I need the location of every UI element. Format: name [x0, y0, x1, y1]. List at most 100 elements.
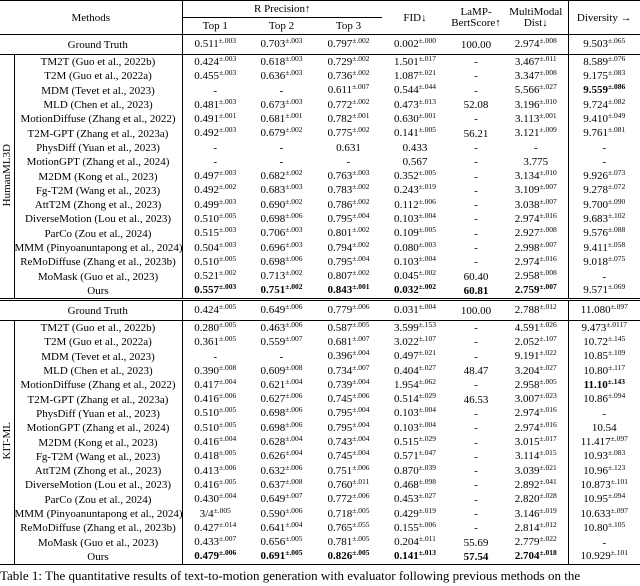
- value: 2.927: [514, 227, 540, 240]
- method-name: MotionDiffuse (Zhang et al., 2022): [20, 379, 176, 392]
- method-cell: DiverseMotion (Lou et al., 2023): [14, 478, 183, 493]
- std: ±.097: [610, 435, 628, 444]
- header-cell: Top 1: [182, 17, 248, 35]
- value-cell: 0.141±.005: [382, 126, 448, 140]
- method-row: MotionDiffuse (Zhang et al., 2022) 0.417±…: [0, 378, 640, 393]
- value: 3.022: [394, 335, 419, 348]
- std: ±.019: [418, 183, 437, 192]
- value: 0.691: [260, 550, 286, 563]
- value-cell: 0.772±.006: [315, 493, 382, 507]
- value: 0.280: [194, 321, 219, 334]
- method-row: M2DM (Kong et al., 2023) 0.497±.003 0.682±…: [0, 169, 640, 184]
- value: 3.015: [514, 436, 540, 449]
- std: ±.107: [539, 335, 557, 343]
- value-cell: 0.739±.004: [315, 378, 382, 392]
- std: ±.007: [539, 283, 557, 292]
- std: ±.029: [418, 435, 437, 444]
- value: 0.429: [394, 507, 419, 520]
- value: 2.892: [514, 478, 540, 491]
- method-row: MLD (Chen et al., 2023) 0.481±.003 0.673±.…: [0, 97, 640, 113]
- value: -: [602, 407, 607, 420]
- value-cell: 3.113±.001: [504, 112, 568, 126]
- value-cell: 3.146±.019: [504, 507, 568, 521]
- std: ±.006: [285, 421, 303, 429]
- value-cell: 0.696±.003: [248, 241, 315, 255]
- value: 2.958: [514, 378, 540, 391]
- value: 0.416: [194, 436, 219, 449]
- std: ±.029: [418, 392, 437, 401]
- value-cell: 2.052±.107: [504, 335, 568, 349]
- value-cell: -: [182, 141, 248, 155]
- value-cell: 46.53: [448, 393, 504, 407]
- method-row: MDM (Tevet et al., 2023) - -0.396±.004 0.49…: [0, 349, 640, 364]
- method-name: T2M-GPT (Zhang et al., 2023a): [27, 127, 169, 140]
- value-cell: 0.103±.004: [382, 255, 448, 269]
- value: -: [346, 156, 351, 169]
- value-cell: -: [182, 84, 248, 98]
- std: ±.153: [418, 320, 437, 329]
- value: -: [602, 141, 607, 154]
- bold-value: 2.704±.018: [515, 550, 557, 563]
- std: ±.012: [539, 302, 557, 312]
- value: -: [474, 56, 478, 69]
- value-cell: -: [248, 350, 315, 364]
- std: ±.005: [213, 506, 231, 515]
- value-cell: 0.510±.005: [182, 407, 248, 421]
- std: ±.003: [219, 97, 237, 106]
- value-cell: -: [567, 155, 640, 170]
- std: ±.097: [610, 506, 629, 515]
- value: 0.112: [394, 198, 419, 211]
- value: 10.929: [580, 550, 611, 563]
- value: 3.007: [514, 393, 540, 406]
- value: -: [474, 113, 478, 126]
- value-cell: 2.704±.018: [504, 549, 569, 566]
- value: 3.134: [514, 170, 540, 183]
- header-cell: R Precision↑: [182, 0, 383, 18]
- value-cell: 3.599±.153: [382, 321, 448, 336]
- std: ±.006: [219, 464, 237, 472]
- value: 2.820: [514, 493, 540, 506]
- std: ±.002: [352, 226, 370, 235]
- value-cell: 0.794±.002: [315, 241, 382, 255]
- method-cell: Ground Truth: [14, 34, 183, 55]
- bold-value: 0.479±.006: [194, 550, 236, 563]
- std: ±.021: [539, 464, 557, 472]
- value-cell: -: [448, 493, 504, 507]
- std: ±.011: [352, 478, 370, 486]
- value: 0.417: [194, 378, 219, 391]
- value: 0.734: [327, 364, 353, 377]
- std: ±.015: [539, 449, 557, 458]
- method-row: DiverseMotion (Lou et al., 2023) 0.510±.0…: [0, 212, 640, 227]
- value: 0.204: [394, 536, 419, 549]
- std: ±.010: [539, 97, 557, 106]
- value: 3.775: [523, 156, 549, 169]
- value: 9.700: [583, 198, 609, 211]
- value: 0.739: [327, 378, 353, 391]
- value-cell: 0.427±.014: [182, 521, 248, 535]
- value: 11.080: [580, 304, 611, 317]
- value: 0.424: [194, 304, 219, 317]
- method-name: MoMask (Guo et al., 2023): [37, 536, 159, 549]
- value-cell: -: [182, 350, 248, 364]
- std: ±.006: [352, 492, 370, 501]
- std: ±.005: [219, 302, 237, 312]
- method-cell: AttT2M (Zhong et al., 2023): [14, 197, 183, 213]
- value-cell: 10.929±.101: [567, 549, 640, 566]
- value: 0.807: [327, 270, 353, 283]
- std: ±.005: [352, 320, 370, 329]
- value-cell: 2.958±.008: [504, 269, 568, 283]
- value-cell: 1.501±.017: [382, 55, 448, 70]
- value-cell: 3.038±.007: [504, 198, 568, 212]
- value: 0.002: [394, 38, 419, 50]
- value: 9.411: [583, 241, 608, 254]
- std: ±.055: [352, 521, 370, 529]
- value-cell: 0.453±.027: [382, 493, 448, 507]
- value: 0.424: [194, 55, 219, 68]
- value-cell: 2.998±.007: [504, 241, 568, 255]
- value: 3.599: [394, 321, 419, 334]
- std: ±.004: [418, 406, 437, 415]
- value: 60.81: [463, 284, 489, 297]
- value-cell: 0.706±.003: [248, 227, 315, 241]
- std: ±.008: [539, 226, 557, 235]
- value-cell: 0.416±.005: [182, 478, 248, 492]
